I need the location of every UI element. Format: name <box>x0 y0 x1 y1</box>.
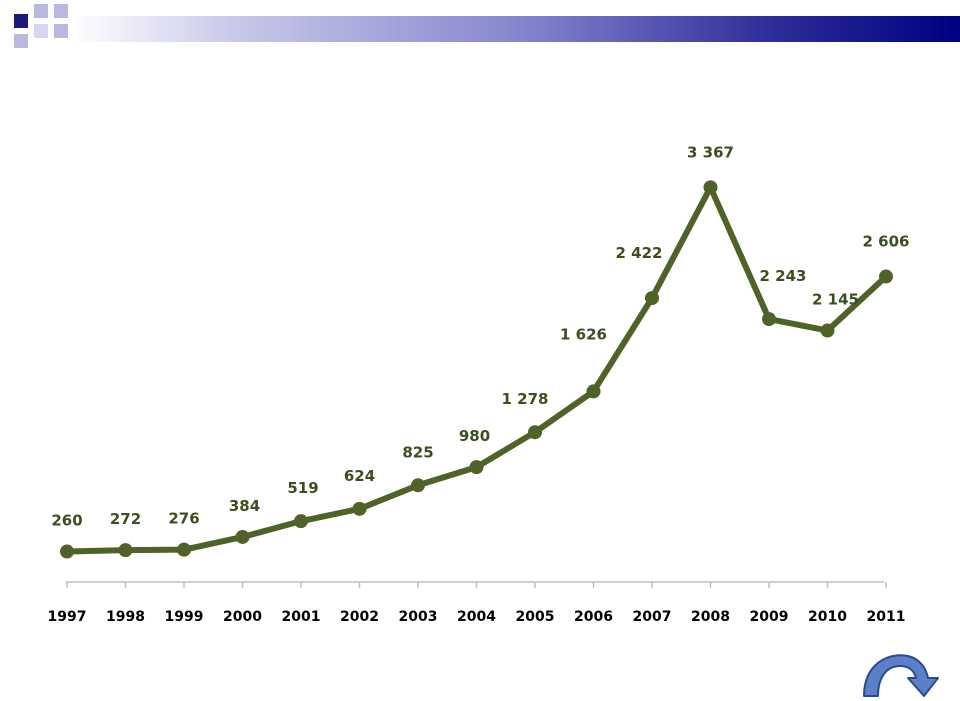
x-tick-label-2005: 2005 <box>516 609 555 625</box>
data-label-2003: 825 <box>402 443 433 461</box>
x-tick-label-2009: 2009 <box>750 609 789 625</box>
data-label-2002: 624 <box>344 467 375 485</box>
x-tick-label-1997: 1997 <box>48 609 87 625</box>
data-point-2007 <box>645 291 659 306</box>
data-label-1998: 272 <box>110 510 141 528</box>
data-label-2011: 2 606 <box>863 233 910 251</box>
next-slide-button[interactable] <box>858 650 942 697</box>
x-tick-label-2008: 2008 <box>691 609 730 625</box>
data-point-1997 <box>60 544 74 559</box>
data-point-2005 <box>528 425 542 440</box>
data-point-2011 <box>879 269 893 284</box>
data-label-2004: 980 <box>459 427 490 445</box>
data-point-1998 <box>118 543 133 558</box>
data-label-2000: 384 <box>229 497 260 515</box>
x-axis <box>66 581 887 588</box>
data-label-2001: 519 <box>287 479 318 497</box>
data-point-2009 <box>762 312 776 327</box>
data-point-2008 <box>703 180 718 195</box>
data-markers <box>60 180 893 559</box>
data-labels: 260 272 276 384 519 624 825 980 1 278 1 626 2 422 3… <box>51 143 909 529</box>
decor-square-dark <box>14 14 28 28</box>
data-label-2010: 2 145 <box>812 291 859 309</box>
data-point-2010 <box>820 323 835 338</box>
x-tick-label-2006: 2006 <box>574 609 613 625</box>
data-label-2006: 1 626 <box>560 325 607 343</box>
data-label-2007: 2 422 <box>616 244 663 262</box>
curved-arrow-right-icon <box>863 654 939 697</box>
series-line <box>64 184 889 555</box>
x-tick-label-2011: 2011 <box>867 609 906 625</box>
data-label-1999: 276 <box>168 510 199 528</box>
decor-square-light <box>54 24 68 38</box>
x-tick-label-2007: 2007 <box>633 609 672 625</box>
data-label-2008: 3 367 <box>687 143 734 161</box>
header-gradient-bar <box>72 16 960 42</box>
x-tick-label-1998: 1998 <box>106 609 145 625</box>
x-tick-label-2010: 2010 <box>808 609 847 625</box>
x-tick-label-2003: 2003 <box>399 609 438 625</box>
data-point-2000 <box>235 529 250 544</box>
data-label-2005: 1 278 <box>502 390 549 408</box>
data-point-2004 <box>469 460 484 475</box>
data-point-2002 <box>352 501 367 516</box>
data-point-2006 <box>586 384 601 399</box>
data-point-2003 <box>411 478 425 493</box>
data-label-1997: 260 <box>51 512 82 530</box>
decor-square-light <box>34 4 48 18</box>
x-tick-label-2001: 2001 <box>282 609 321 625</box>
x-tick-label-1999: 1999 <box>165 609 204 625</box>
decor-square-light <box>34 24 48 38</box>
decor-square-light <box>54 4 68 18</box>
data-point-2001 <box>294 514 308 529</box>
x-tick-label-2004: 2004 <box>457 609 496 625</box>
data-point-1999 <box>177 542 191 557</box>
slide-header-banner <box>0 0 960 48</box>
x-tick-labels: 1997 1998 1999 2000 2001 2002 2003 2004 2005 2006… <box>48 609 906 625</box>
decor-square-light <box>14 34 28 48</box>
data-label-2009: 2 243 <box>760 267 807 285</box>
x-tick-label-2000: 2000 <box>223 609 262 625</box>
x-tick-label-2002: 2002 <box>340 609 379 625</box>
